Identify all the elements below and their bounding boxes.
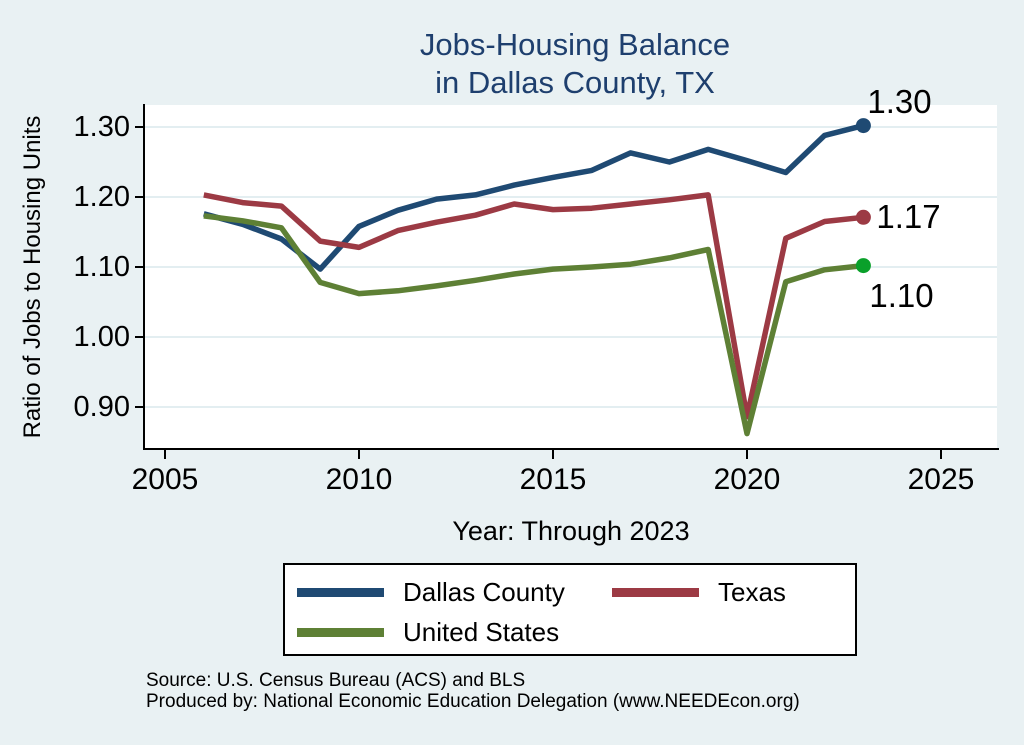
chart-title: Jobs-Housing Balance in Dallas County, T… [149, 26, 1001, 102]
legend-item-texas: Texas [612, 574, 786, 610]
x-tick-mark [552, 450, 554, 459]
line-dallas-county [203, 122, 865, 272]
legend-label-dallas-county: Dallas County [403, 576, 565, 607]
y-tick-mark [135, 196, 144, 198]
end-marker-united-states [855, 258, 871, 274]
line-united-states [203, 213, 864, 437]
y-tick-label: 1.20 [73, 181, 130, 213]
x-tick-label: 2025 [907, 463, 975, 496]
x-tick-mark [164, 450, 166, 459]
x-tick-mark [940, 450, 942, 459]
y-tick-mark [135, 336, 144, 338]
legend-label-united-states: United States [403, 616, 560, 647]
legend-swatch-united-states [297, 627, 384, 637]
end-value-label-united-states: 1.10 [869, 276, 934, 314]
y-tick-label: 1.10 [73, 251, 130, 283]
end-marker-texas [855, 209, 871, 225]
x-axis-line [143, 448, 999, 450]
legend-swatch-texas [612, 587, 699, 597]
end-marker-dallas-county [855, 118, 871, 134]
legend-item-united-states: United States [297, 614, 559, 650]
y-axis-title: Ratio of Jobs to Housing Units [19, 115, 46, 439]
end-value-label-texas: 1.17 [876, 198, 941, 236]
x-tick-label: 2010 [325, 463, 393, 496]
x-tick-mark [358, 450, 360, 459]
legend-item-dallas-county: Dallas County [297, 574, 565, 610]
y-tick-label: 1.30 [73, 111, 130, 143]
chart-title-line2: in Dallas County, TX [435, 65, 715, 100]
y-tick-mark [135, 266, 144, 268]
y-tick-mark [135, 126, 144, 128]
line-texas [203, 192, 864, 420]
x-tick-label: 2005 [131, 463, 199, 496]
legend: Dallas County Texas United States [283, 563, 857, 656]
legend-label-texas: Texas [718, 576, 786, 607]
source-line: Source: U.S. Census Bureau (ACS) and BLS [146, 670, 526, 691]
end-value-label-dallas-county: 1.30 [867, 82, 932, 120]
source-note: Source: U.S. Census Bureau (ACS) and BLS… [146, 670, 800, 712]
x-tick-mark [746, 450, 748, 459]
legend-swatch-dallas-county [297, 587, 384, 597]
y-axis-line [143, 104, 145, 450]
y-tick-label: 0.90 [73, 391, 130, 423]
x-tick-label: 2015 [519, 463, 587, 496]
plot-area [145, 105, 997, 448]
x-tick-label: 2020 [713, 463, 781, 496]
x-axis-title: Year: Through 2023 [452, 516, 690, 546]
produced-by-line: Produced by: National Economic Education… [146, 691, 800, 712]
y-tick-label: 1.00 [73, 321, 130, 353]
line-chart-svg [145, 118, 997, 437]
chart-title-line1: Jobs-Housing Balance [419, 27, 731, 62]
y-tick-mark [135, 406, 144, 408]
